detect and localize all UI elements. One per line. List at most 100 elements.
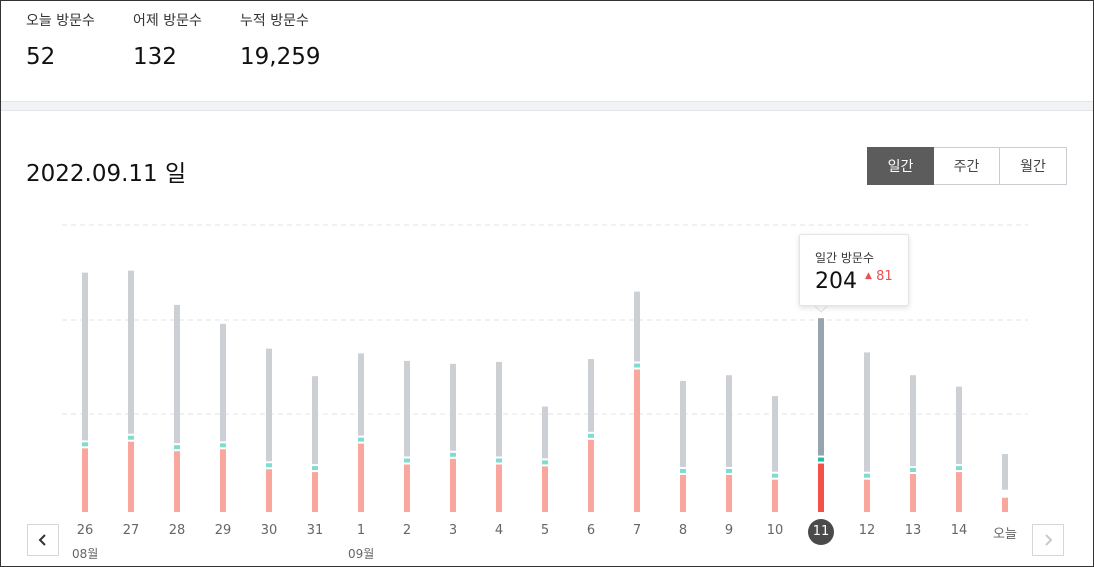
bar-return-segment[interactable] bbox=[542, 460, 548, 465]
bar-total-visits[interactable] bbox=[864, 352, 870, 472]
bar-return-segment[interactable] bbox=[680, 468, 686, 473]
bar-new-visits[interactable] bbox=[82, 448, 88, 512]
x-tick-label[interactable]: 5 bbox=[540, 523, 550, 538]
tooltip-label: 일간 방문수 bbox=[815, 251, 875, 265]
bar-total-visits[interactable] bbox=[680, 380, 686, 467]
bar-new-visits[interactable] bbox=[358, 443, 364, 512]
x-tick-label[interactable]: 8 bbox=[678, 523, 688, 538]
bar-return-segment[interactable] bbox=[956, 466, 962, 471]
tab-daily[interactable]: 일간 bbox=[867, 147, 934, 185]
next-button[interactable] bbox=[1032, 524, 1064, 556]
tab-weekly[interactable]: 주간 bbox=[934, 147, 1000, 185]
x-tick-label[interactable]: 27 bbox=[122, 523, 140, 538]
bar-return-segment[interactable] bbox=[864, 473, 870, 478]
bar-new-visits[interactable] bbox=[956, 472, 962, 512]
bar-new-visits[interactable] bbox=[818, 463, 824, 512]
bar-new-visits[interactable] bbox=[174, 451, 180, 512]
bar-new-visits[interactable] bbox=[772, 479, 778, 512]
bar-return-segment[interactable] bbox=[726, 468, 732, 473]
bar-new-visits[interactable] bbox=[128, 441, 134, 512]
x-tick-label[interactable]: 31 bbox=[306, 523, 324, 538]
bar-new-visits[interactable] bbox=[266, 469, 272, 512]
bar-return-segment[interactable] bbox=[128, 435, 134, 440]
bar-new-visits[interactable] bbox=[542, 466, 548, 512]
x-tick-label[interactable]: 10 bbox=[766, 523, 784, 538]
stat-total: 누적 방문수 19,259 bbox=[240, 10, 320, 70]
bar-new-visits[interactable] bbox=[634, 369, 640, 513]
bar-new-visits[interactable] bbox=[680, 474, 686, 512]
bar-new-visits[interactable] bbox=[910, 474, 916, 512]
bar-new-visits[interactable] bbox=[220, 449, 226, 512]
bar-return-segment[interactable] bbox=[312, 466, 318, 471]
bar-total-visits[interactable] bbox=[358, 353, 364, 436]
stat-today: 오늘 방문수 52 bbox=[26, 10, 95, 70]
x-tick-label[interactable]: 1 bbox=[356, 523, 366, 538]
x-tick-label[interactable]: 7 bbox=[632, 523, 642, 538]
x-tick-label[interactable]: 2 bbox=[402, 523, 412, 538]
bar-return-segment[interactable] bbox=[174, 445, 180, 450]
bar-return-segment[interactable] bbox=[634, 363, 640, 368]
bar-return-segment[interactable] bbox=[496, 458, 502, 463]
bar-return-segment[interactable] bbox=[266, 463, 272, 468]
bar-total-visits[interactable] bbox=[450, 363, 456, 451]
bar-new-visits[interactable] bbox=[312, 472, 318, 512]
bar-return-segment[interactable] bbox=[1002, 491, 1008, 496]
bar-new-visits[interactable] bbox=[864, 479, 870, 512]
bar-total-visits[interactable] bbox=[588, 359, 594, 432]
bar-new-visits[interactable] bbox=[496, 464, 502, 513]
x-axis: 08월 09월 26 27 28 29 30 31 1 2 3 4 5 6 7 8 9 10 11 12 13 14 오… bbox=[0, 515, 1094, 565]
up-arrow-icon: ▲ bbox=[865, 271, 872, 281]
bar-new-visits[interactable] bbox=[450, 458, 456, 512]
x-tick-label[interactable]: 오늘 bbox=[993, 527, 1017, 542]
x-tick-label[interactable]: 28 bbox=[168, 523, 186, 538]
bar-total-visits[interactable] bbox=[312, 376, 318, 465]
bar-total-visits[interactable] bbox=[266, 348, 272, 462]
bar-total-visits[interactable] bbox=[726, 375, 732, 467]
bar-new-visits[interactable] bbox=[404, 464, 410, 513]
x-tick-label[interactable]: 3 bbox=[448, 523, 458, 538]
bar-return-segment[interactable] bbox=[910, 468, 916, 472]
bar-total-visits[interactable] bbox=[174, 304, 180, 444]
visit-chart bbox=[0, 215, 1094, 515]
x-tick-label[interactable]: 30 bbox=[260, 523, 278, 538]
visit-chart-svg bbox=[62, 224, 1028, 513]
bar-return-segment[interactable] bbox=[450, 452, 456, 457]
bar-total-visits[interactable] bbox=[772, 396, 778, 472]
bar-total-visits[interactable] bbox=[82, 272, 88, 441]
bar-total-visits[interactable] bbox=[220, 323, 226, 442]
bar-return-segment[interactable] bbox=[82, 442, 88, 447]
bar-total-visits[interactable] bbox=[634, 291, 640, 362]
stat-today-value: 52 bbox=[26, 44, 56, 70]
bar-new-visits[interactable] bbox=[588, 439, 594, 512]
period-tabs: 일간 주간 월간 bbox=[867, 147, 1067, 185]
bar-return-segment[interactable] bbox=[404, 458, 410, 463]
x-tick-label[interactable]: 4 bbox=[494, 523, 504, 538]
bar-return-segment[interactable] bbox=[818, 457, 824, 462]
x-tick-label[interactable]: 14 bbox=[950, 523, 968, 538]
x-tick-label[interactable]: 29 bbox=[214, 523, 232, 538]
tab-monthly[interactable]: 월간 bbox=[1000, 147, 1067, 185]
x-tick-label[interactable]: 9 bbox=[724, 523, 734, 538]
bar-total-visits[interactable] bbox=[496, 361, 502, 457]
page-title: 2022.09.11 일 bbox=[26, 161, 187, 187]
bar-return-segment[interactable] bbox=[358, 437, 364, 442]
bar-total-visits[interactable] bbox=[910, 375, 916, 466]
bar-total-visits[interactable] bbox=[956, 386, 962, 465]
x-tick-label[interactable]: 12 bbox=[858, 523, 876, 538]
bar-return-segment[interactable] bbox=[588, 433, 594, 438]
bar-total-visits[interactable] bbox=[404, 360, 410, 457]
bar-new-visits[interactable] bbox=[1002, 497, 1008, 512]
x-tick-label[interactable]: 13 bbox=[904, 523, 922, 538]
bar-total-visits[interactable] bbox=[1002, 454, 1008, 490]
x-tick-label[interactable]: 26 bbox=[76, 523, 94, 538]
bar-total-visits[interactable] bbox=[542, 406, 548, 459]
bar-return-segment[interactable] bbox=[220, 443, 226, 448]
bar-return-segment[interactable] bbox=[772, 473, 778, 478]
prev-button[interactable] bbox=[27, 524, 59, 556]
x-tick-label[interactable]: 6 bbox=[586, 523, 596, 538]
tooltip-delta: ▲ 81 bbox=[865, 269, 893, 284]
bar-total-visits[interactable] bbox=[818, 318, 824, 456]
x-tick-label[interactable]: 11 bbox=[808, 519, 834, 545]
bar-new-visits[interactable] bbox=[726, 474, 732, 512]
bar-total-visits[interactable] bbox=[128, 270, 134, 434]
